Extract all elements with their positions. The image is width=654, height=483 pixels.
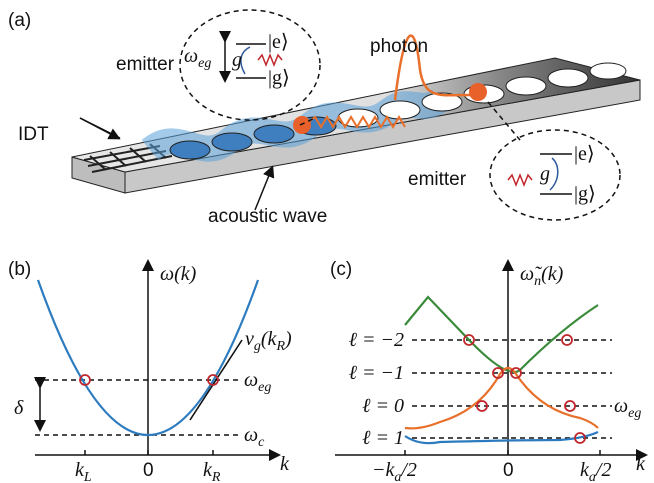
axis-label: ω̃n(k) [520, 263, 564, 289]
t: ω [614, 395, 628, 417]
axis-label: k [280, 453, 290, 475]
t: R [211, 470, 221, 483]
math-label: g [540, 163, 550, 185]
label: acoustic wave [208, 206, 327, 227]
math-label: ωeg [244, 369, 271, 395]
axis-label: k [636, 453, 646, 475]
panel-label: (c) [330, 259, 352, 280]
tick-label: kR [203, 459, 221, 483]
math-label: g [232, 49, 242, 71]
t: v [245, 328, 254, 350]
device [71, 9, 641, 221]
math-label: |e⟩ [268, 31, 289, 53]
axis-label: ω(k) [160, 263, 197, 285]
t: R [275, 339, 285, 354]
math-label: ωeg [184, 45, 211, 71]
band-label: ℓ = −2 [349, 329, 404, 351]
label: emitter [408, 169, 467, 190]
math-label: |g⟩ [268, 67, 290, 89]
t: ω [244, 369, 258, 391]
band-label: ℓ = 0 [362, 395, 404, 417]
band-label: ℓ = 1 [362, 427, 404, 449]
math-label: vg(kR) [245, 328, 292, 354]
panel-c-plot [335, 259, 648, 461]
label: IDT [18, 124, 49, 145]
t: eg [258, 380, 271, 395]
tick-label: kL [75, 459, 92, 483]
t: /2 [595, 459, 612, 481]
t: a [394, 470, 401, 483]
math-label: ωeg [614, 395, 641, 421]
label: emitter [116, 54, 175, 75]
label: photon [370, 36, 428, 57]
t: g [254, 339, 261, 354]
math-label: |g⟩ [574, 183, 596, 205]
t: (k) [541, 263, 564, 285]
t: −k [372, 459, 395, 481]
t: n [534, 274, 541, 289]
t: ω [244, 424, 258, 446]
panel-label: (b) [8, 259, 31, 280]
t: ω [184, 45, 198, 67]
t: c [258, 435, 265, 450]
math-label: δ [14, 397, 24, 419]
t: /2 [400, 459, 417, 481]
tick-label: 0 [503, 460, 514, 481]
panel-label: (a) [8, 10, 31, 31]
tick-label: ka/2 [580, 459, 611, 483]
math-label: ωc [244, 424, 265, 450]
t: L [83, 470, 92, 483]
t: k [75, 459, 85, 481]
t: (k [261, 328, 278, 350]
math-label: |e⟩ [574, 143, 595, 165]
t: k [580, 459, 590, 481]
tick-label: −ka/2 [372, 459, 417, 483]
t: ) [284, 328, 292, 350]
t: k [203, 459, 213, 481]
t: eg [628, 406, 641, 421]
t: a [589, 470, 596, 483]
band-label: ℓ = −1 [349, 362, 404, 384]
tick-label: 0 [143, 460, 154, 481]
panel-b-plot [34, 259, 281, 461]
t: eg [198, 56, 211, 71]
